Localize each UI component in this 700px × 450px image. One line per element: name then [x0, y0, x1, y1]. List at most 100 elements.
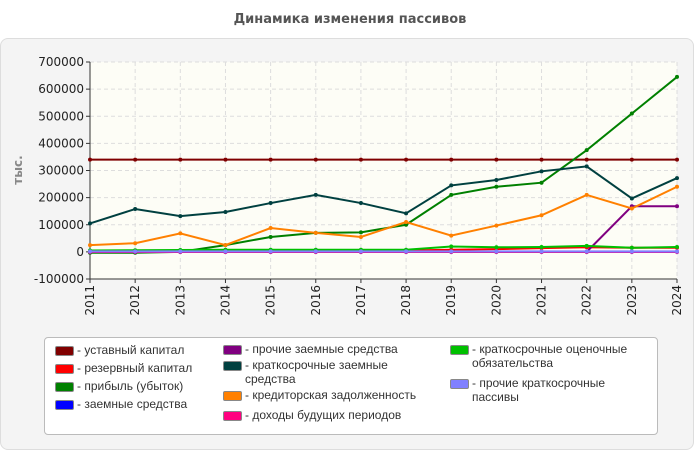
- legend-item[interactable]: - краткосрочные оценочные обязательства: [450, 342, 650, 370]
- legend-swatch: [55, 364, 74, 374]
- data-point: [178, 249, 183, 254]
- legend-swatch: [55, 382, 74, 392]
- data-point: [178, 214, 183, 219]
- data-point: [494, 177, 499, 182]
- data-point: [268, 249, 273, 254]
- data-point: [584, 249, 589, 254]
- data-point: [675, 249, 679, 254]
- x-tick-label: 2016: [309, 285, 323, 316]
- x-tick-label: 2011: [83, 285, 97, 316]
- x-tick-label: 2013: [173, 285, 187, 316]
- legend-swatch: [223, 345, 242, 355]
- x-tick-label: 2012: [128, 285, 142, 316]
- data-point: [629, 157, 634, 162]
- x-tick-label: 2018: [399, 285, 413, 316]
- data-point: [539, 244, 544, 249]
- data-point: [358, 230, 363, 235]
- y-tick-label: 300000: [38, 164, 84, 178]
- data-point: [223, 157, 228, 162]
- y-axis-label: тыс.: [11, 155, 25, 184]
- data-point: [539, 180, 544, 185]
- data-point: [449, 244, 454, 249]
- legend-swatch: [450, 379, 469, 389]
- legend-swatch: [223, 391, 242, 401]
- legend-swatch: [223, 411, 242, 421]
- data-point: [675, 204, 679, 209]
- series-line: [89, 244, 678, 252]
- data-point: [178, 231, 183, 236]
- legend-label: - прочие краткосрочные пассивы: [472, 376, 606, 404]
- data-point: [404, 220, 409, 225]
- data-point: [358, 157, 363, 162]
- y-tick-label: 0: [76, 245, 84, 259]
- data-point: [629, 206, 634, 211]
- data-point: [88, 249, 92, 254]
- legend-swatch: [55, 400, 74, 410]
- data-point: [133, 249, 138, 254]
- chart-svg: -100000 0 100000 200000 300000 400000 500000 60…: [11, 55, 684, 316]
- legend-label: - заемные средства: [77, 397, 188, 411]
- data-point: [268, 157, 273, 162]
- data-point: [629, 196, 634, 201]
- data-point: [584, 243, 589, 248]
- y-tick-label: 500000: [38, 109, 84, 123]
- data-point: [449, 249, 454, 254]
- data-point: [629, 245, 634, 250]
- x-tick-label: 2014: [218, 285, 232, 316]
- x-tick-label: 2022: [580, 285, 594, 316]
- legend-label: - краткосрочные заемные средства: [245, 358, 388, 386]
- data-point: [675, 244, 679, 249]
- data-point: [223, 243, 228, 248]
- x-tick-label: 2017: [354, 285, 368, 316]
- legend-item[interactable]: - краткосрочные заемные средства: [223, 358, 438, 386]
- data-point: [268, 234, 273, 239]
- x-tick-label: 2023: [625, 285, 639, 316]
- data-point: [449, 157, 454, 162]
- data-point: [539, 157, 544, 162]
- legend-item[interactable]: - прибыль (убыток): [55, 379, 220, 393]
- legend-label: - доходы будущих периодов: [245, 408, 402, 422]
- data-point: [494, 157, 499, 162]
- legend-item[interactable]: - заемные средства: [55, 397, 220, 411]
- chart-title: Динамика изменения пассивов: [233, 12, 467, 27]
- legend-item[interactable]: - кредиторская задолженность: [223, 388, 438, 402]
- data-point: [178, 157, 183, 162]
- x-tick-label: 2020: [489, 285, 503, 316]
- data-point: [133, 241, 138, 246]
- data-point: [675, 157, 679, 162]
- data-point: [358, 234, 363, 239]
- series-line: [89, 185, 678, 247]
- data-point: [494, 245, 499, 250]
- y-tick-label: 400000: [38, 136, 84, 150]
- data-point: [268, 201, 273, 206]
- legend-label: - уставный капитал: [77, 343, 185, 357]
- data-point: [449, 192, 454, 197]
- data-point: [88, 157, 92, 162]
- data-point: [223, 249, 228, 254]
- y-tick-label: 200000: [38, 191, 84, 205]
- legend-label: - прибыль (убыток): [77, 379, 184, 393]
- data-point: [268, 226, 273, 231]
- legend-label: - прочие заемные средства: [245, 342, 398, 356]
- data-point: [313, 192, 318, 197]
- legend-item[interactable]: - прочие заемные средства: [223, 342, 438, 356]
- legend-item[interactable]: - доходы будущих периодов: [223, 408, 438, 422]
- data-point: [313, 157, 318, 162]
- plot-area: [90, 62, 677, 279]
- data-point: [494, 223, 499, 228]
- data-point: [675, 176, 679, 181]
- x-tick-label: 2015: [264, 285, 278, 316]
- data-point: [675, 184, 679, 189]
- data-point: [449, 233, 454, 238]
- legend-swatch: [223, 361, 242, 371]
- data-point: [223, 210, 228, 215]
- data-point: [133, 207, 138, 212]
- legend-item[interactable]: - прочие краткосрочные пассивы: [450, 376, 650, 404]
- data-point: [358, 201, 363, 206]
- data-point: [584, 164, 589, 169]
- legend-item[interactable]: - уставный капитал: [55, 343, 220, 357]
- legend-item[interactable]: - резервный капитал: [55, 361, 220, 375]
- x-tick-label: 2024: [670, 285, 684, 316]
- legend-swatch: [55, 346, 74, 356]
- y-tick-label: 600000: [38, 82, 84, 96]
